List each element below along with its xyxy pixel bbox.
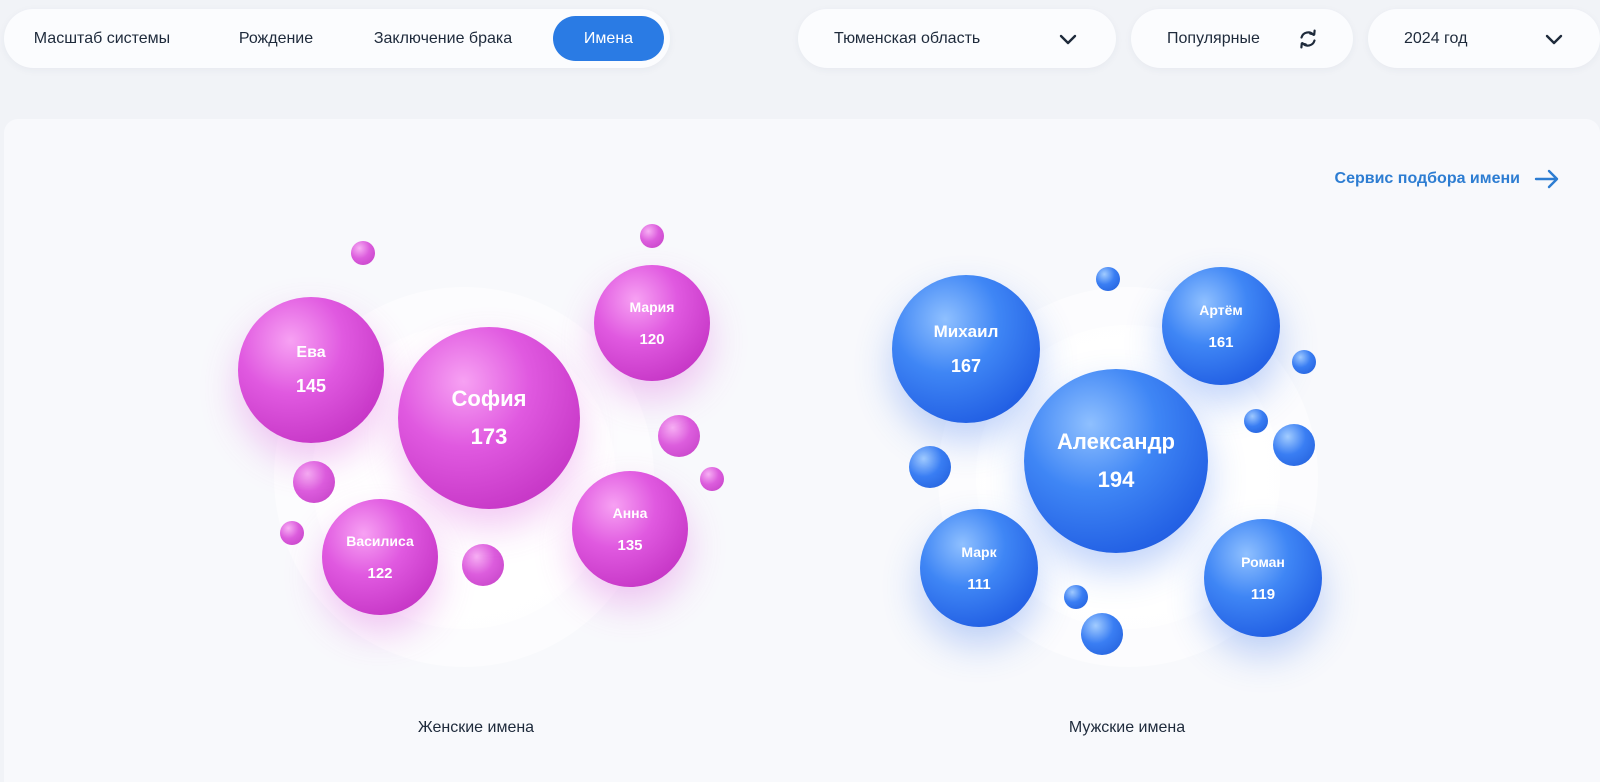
decor-bubble xyxy=(1081,613,1123,655)
male-names-cluster: Михаил 167 Артём 161 Александр 194 Марк … xyxy=(814,119,1434,782)
sort-toggle[interactable]: Популярные xyxy=(1131,9,1353,68)
decor-bubble xyxy=(1273,424,1315,466)
decor-bubble xyxy=(1064,585,1088,609)
decor-bubble xyxy=(640,224,664,248)
tab-names[interactable]: Имена xyxy=(553,16,664,61)
name-bubble-mikhail[interactable]: Михаил 167 xyxy=(892,275,1040,423)
name-picker-link[interactable]: Сервис подбора имени xyxy=(1335,167,1560,191)
decor-bubble xyxy=(1096,267,1120,291)
chevron-down-icon xyxy=(1059,34,1077,45)
year-select[interactable]: 2024 год xyxy=(1368,9,1600,68)
name-bubble-mark[interactable]: Марк 111 xyxy=(920,509,1038,627)
name-picker-link-label: Сервис подбора имени xyxy=(1334,170,1520,187)
region-select-value: Тюменская область xyxy=(834,30,981,47)
section-tabs: Масштаб системы Рождение Заключение брак… xyxy=(4,9,670,68)
name-bubble-maria[interactable]: Мария 120 xyxy=(594,265,710,381)
tab-system-scale[interactable]: Масштаб системы xyxy=(33,30,171,47)
female-names-cluster: Ева 145 София 173 Мария 120 Анна 135 Вас… xyxy=(164,119,784,782)
decor-bubble xyxy=(658,415,700,457)
decor-bubble xyxy=(1292,350,1316,374)
decor-bubble xyxy=(280,521,304,545)
names-card: Сервис подбора имени Ева 145 София 173 М… xyxy=(4,119,1600,782)
year-select-value: 2024 год xyxy=(1404,30,1468,47)
decor-bubble xyxy=(293,461,335,503)
name-bubble-eva[interactable]: Ева 145 xyxy=(238,297,384,443)
name-bubble-sofia[interactable]: София 173 xyxy=(398,327,580,509)
decor-bubble xyxy=(909,446,951,488)
name-bubble-artem[interactable]: Артём 161 xyxy=(1162,267,1280,385)
decor-bubble xyxy=(462,544,504,586)
name-bubble-roman[interactable]: Роман 119 xyxy=(1204,519,1322,637)
female-names-caption: Женские имена xyxy=(417,719,535,736)
chevron-down-icon xyxy=(1545,34,1563,45)
name-bubble-anna[interactable]: Анна 135 xyxy=(572,471,688,587)
male-names-caption: Мужские имена xyxy=(1068,719,1186,736)
refresh-icon xyxy=(1300,29,1316,49)
arrow-right-icon xyxy=(1534,169,1559,189)
name-bubble-vasilisa[interactable]: Василиса 122 xyxy=(322,499,438,615)
sort-toggle-label: Популярные xyxy=(1167,30,1260,47)
region-select[interactable]: Тюменская область xyxy=(798,9,1116,68)
name-bubble-aleksandr[interactable]: Александр 194 xyxy=(1024,369,1208,553)
tab-marriage[interactable]: Заключение брака xyxy=(373,30,513,47)
tab-birth[interactable]: Рождение xyxy=(238,30,314,47)
decor-bubble xyxy=(351,241,375,265)
decor-bubble xyxy=(1244,409,1268,433)
decor-bubble xyxy=(700,467,724,491)
